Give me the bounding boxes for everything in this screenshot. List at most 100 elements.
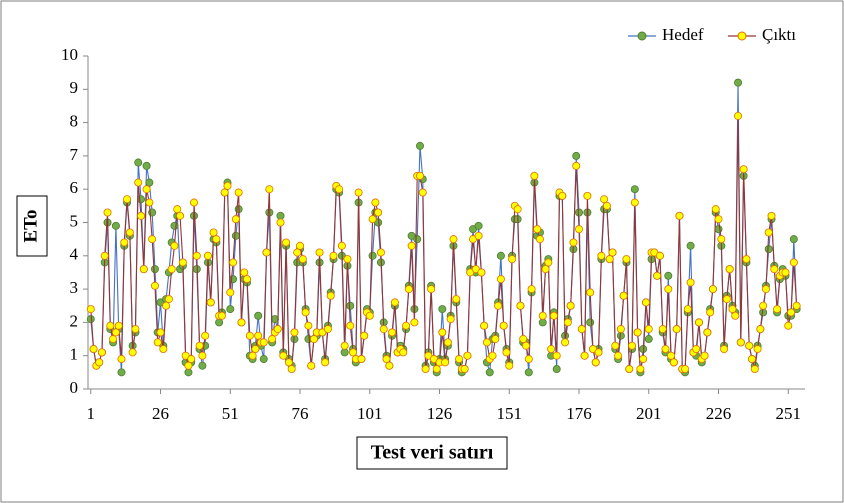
data-point xyxy=(413,235,422,244)
data-point xyxy=(385,361,394,370)
data-point xyxy=(641,298,650,307)
x-tick-label: 226 xyxy=(706,404,732,423)
data-point xyxy=(123,195,132,204)
data-point xyxy=(134,178,143,187)
data-point xyxy=(399,348,408,357)
data-point xyxy=(756,325,765,334)
x-tick-label: 126 xyxy=(427,404,453,423)
data-point xyxy=(415,171,424,180)
data-point xyxy=(759,301,768,310)
data-point xyxy=(95,358,104,367)
data-point xyxy=(379,325,388,334)
data-point xyxy=(220,188,229,197)
data-point xyxy=(622,255,631,264)
data-point xyxy=(145,198,154,207)
data-point xyxy=(572,151,581,160)
data-point xyxy=(706,308,715,317)
data-point xyxy=(530,171,539,180)
data-point xyxy=(97,348,106,357)
y-tick-label: 4 xyxy=(70,245,79,264)
data-point xyxy=(217,311,226,320)
data-point xyxy=(365,311,374,320)
data-point xyxy=(337,241,346,250)
data-point xyxy=(717,235,726,244)
data-point xyxy=(150,265,159,274)
data-point xyxy=(415,141,424,150)
x-tick-label: 151 xyxy=(497,404,523,423)
y-tick-label: 7 xyxy=(70,145,79,164)
data-point xyxy=(516,301,525,310)
data-point xyxy=(544,258,553,267)
data-point xyxy=(432,365,441,374)
data-point xyxy=(773,305,782,314)
data-point xyxy=(781,268,790,277)
data-point xyxy=(368,251,377,260)
x-axis-label: Test veri satırı xyxy=(371,442,494,464)
data-point xyxy=(438,305,447,314)
data-point xyxy=(354,188,363,197)
data-point xyxy=(633,328,642,337)
data-point xyxy=(527,285,536,294)
data-point xyxy=(734,111,743,120)
data-point xyxy=(206,298,215,307)
data-point xyxy=(176,211,185,220)
data-point xyxy=(505,361,514,370)
data-point xyxy=(103,208,112,217)
data-point xyxy=(664,271,673,280)
data-point xyxy=(572,161,581,170)
data-point xyxy=(533,225,542,234)
data-point xyxy=(184,361,193,370)
data-point xyxy=(357,355,366,364)
data-point xyxy=(296,241,305,250)
data-point xyxy=(552,351,561,360)
data-point xyxy=(485,368,494,377)
data-point xyxy=(463,351,472,360)
data-point xyxy=(508,255,517,264)
data-point xyxy=(686,241,695,250)
data-point xyxy=(770,265,779,274)
data-point xyxy=(259,338,268,347)
data-point xyxy=(455,355,464,364)
data-point xyxy=(142,161,151,170)
data-point xyxy=(722,295,731,304)
data-point xyxy=(150,281,159,290)
data-point xyxy=(106,321,115,330)
data-point xyxy=(630,198,639,207)
data-point xyxy=(343,255,352,264)
data-point xyxy=(575,208,584,217)
data-point xyxy=(734,78,743,87)
data-point xyxy=(605,255,614,264)
data-point xyxy=(349,348,358,357)
data-point xyxy=(494,301,503,310)
data-point xyxy=(644,325,653,334)
data-point xyxy=(284,358,293,367)
data-point xyxy=(287,365,296,374)
data-point xyxy=(226,305,235,314)
data-point xyxy=(720,345,729,354)
legend-label: Çıktı xyxy=(762,25,796,44)
data-point xyxy=(667,351,676,360)
data-point xyxy=(764,245,773,254)
data-point xyxy=(566,301,575,310)
data-point xyxy=(254,331,263,340)
data-point xyxy=(672,325,681,334)
data-point xyxy=(131,325,140,334)
x-label-box xyxy=(356,436,508,470)
x-tick-label: 176 xyxy=(566,404,592,423)
data-point xyxy=(173,205,182,214)
data-point xyxy=(549,311,558,320)
data-point xyxy=(153,338,162,347)
x-tick-label: 251 xyxy=(776,404,802,423)
data-point xyxy=(675,211,684,220)
data-point xyxy=(460,365,469,374)
data-point xyxy=(499,321,508,330)
data-point xyxy=(198,351,207,360)
data-point xyxy=(569,238,578,247)
data-point xyxy=(541,265,550,274)
data-point xyxy=(335,185,344,194)
data-point xyxy=(340,348,349,357)
data-point xyxy=(418,188,427,197)
y-tick-label: 3 xyxy=(70,278,79,297)
data-point xyxy=(388,328,397,337)
